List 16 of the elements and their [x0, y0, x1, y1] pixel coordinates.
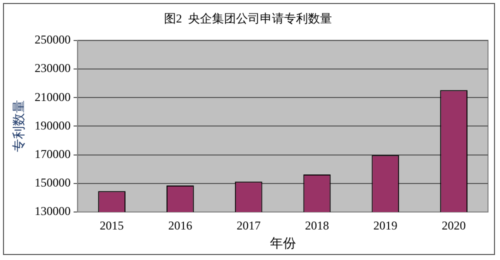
y-tick-label: 150000	[34, 176, 71, 190]
x-tick-label: 2018	[305, 218, 329, 232]
x-tick-label: 2015	[100, 218, 124, 232]
y-tick-label: 230000	[34, 61, 71, 76]
y-tick-label: 130000	[34, 204, 71, 218]
y-axis-title: 专利数量	[11, 100, 26, 152]
x-axis-title: 年份	[270, 236, 296, 251]
y-tick-label: 190000	[34, 118, 71, 132]
x-tick-label: 2016	[168, 218, 192, 232]
chart-title: 图2 央企集团公司申请专利数量	[164, 11, 332, 26]
x-tick-label: 2020	[442, 218, 466, 232]
y-tick-label: 250000	[34, 32, 71, 47]
y-tick-label: 170000	[34, 146, 71, 161]
x-tick-label: 2017	[236, 218, 261, 232]
y-tick-label: 210000	[34, 90, 71, 104]
x-tick-label: 2019	[373, 218, 398, 232]
